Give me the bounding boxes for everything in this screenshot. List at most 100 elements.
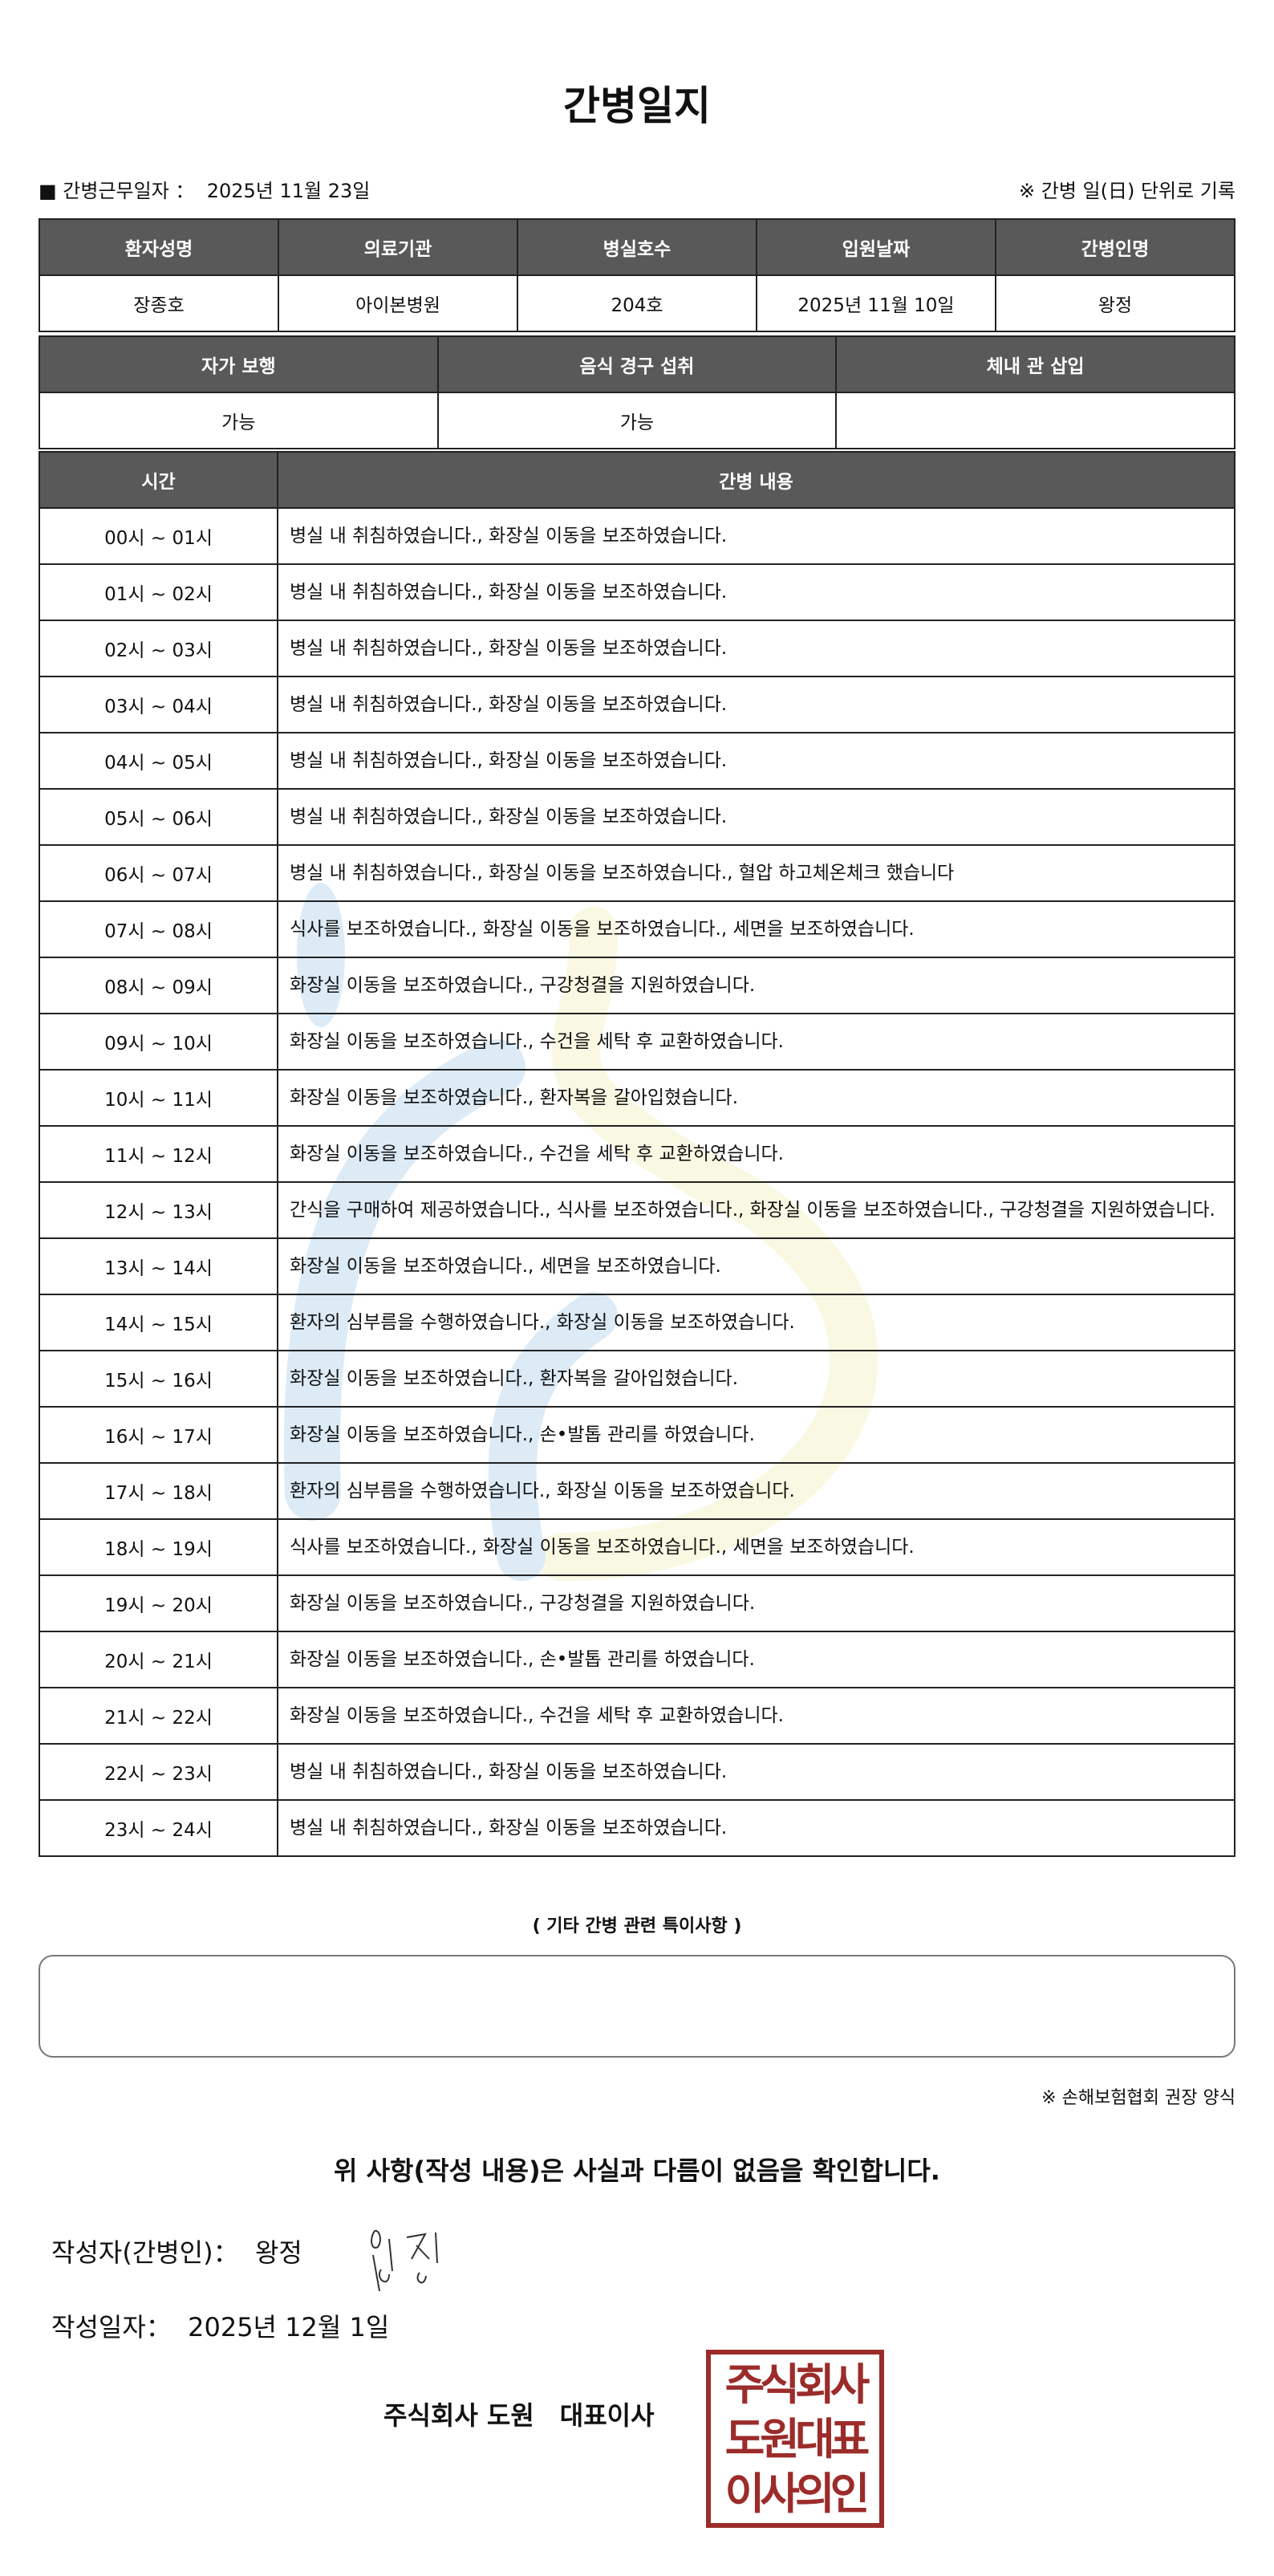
seal-line: 도원대표	[724, 2414, 870, 2464]
oral-intake: 가능	[436, 392, 838, 449]
work-date-label: ■ 간병근무일자 ：	[39, 180, 195, 202]
log-row: 17시 ~ 18시 환자의 심부름을 수행하였습니다., 화장실 이동을 보조하였…	[39, 1462, 1235, 1520]
status-value-row: 가능 가능	[39, 392, 1235, 449]
log-row: 23시 ~ 24시 병실 내 취침하였습니다., 화장실 이동을 보조하였습니다.	[39, 1799, 1235, 1857]
room: 204호	[517, 274, 757, 332]
company-representative: 주식회사 도원 대표이사	[383, 2400, 655, 2431]
log-content: 화장실 이동을 보조하였습니다., 환자복을 갈아입혔습니다.	[277, 1069, 1235, 1127]
log-row: 16시 ~ 17시 화장실 이동을 보조하였습니다., 손•발톱 관리를 하였습니…	[39, 1406, 1235, 1464]
hospital: 아이본병원	[278, 274, 518, 332]
log-content: 병실 내 취침하였습니다., 화장실 이동을 보조하였습니다.	[277, 1743, 1235, 1801]
log-row: 10시 ~ 11시 화장실 이동을 보조하였습니다., 환자복을 갈아입혔습니다.	[39, 1069, 1235, 1127]
log-row: 15시 ~ 16시 화장실 이동을 보조하였습니다., 환자복을 갈아입혔습니다.	[39, 1350, 1235, 1408]
page-title: 간병일지	[563, 83, 711, 129]
header-content: 간병 내용	[277, 451, 1235, 509]
writer: 작성자(간병인)： 왕정	[51, 2233, 302, 2269]
header-room: 병실호수	[517, 218, 757, 276]
log-content: 식사를 보조하였습니다., 화장실 이동을 보조하였습니다., 세면을 보조하였…	[277, 900, 1235, 958]
log-row: 00시 ~ 01시 병실 내 취침하였습니다., 화장실 이동을 보조하였습니다.	[39, 507, 1235, 565]
log-time: 22시 ~ 23시	[39, 1743, 278, 1801]
admission-date: 2025년 11월 10일	[756, 274, 996, 332]
log-time: 07시 ~ 08시	[39, 900, 278, 958]
log-time: 23시 ~ 24시	[39, 1799, 278, 1857]
signature	[371, 2229, 438, 2292]
log-row: 18시 ~ 19시 식사를 보조하였습니다., 화장실 이동을 보조하였습니다.,…	[39, 1518, 1235, 1576]
log-time: 03시 ~ 04시	[39, 676, 278, 733]
patient-name: 장종호	[39, 274, 279, 332]
log-time: 21시 ~ 22시	[39, 1687, 278, 1745]
header-patient-name: 환자성명	[39, 218, 279, 276]
log-row: 14시 ~ 15시 환자의 심부름을 수행하였습니다., 화장실 이동을 보조하였…	[39, 1294, 1235, 1351]
seal-line: 이사의인	[724, 2468, 870, 2519]
log-content: 병실 내 취침하였습니다., 화장실 이동을 보조하였습니다.	[277, 1799, 1235, 1857]
form-note: ※ 손해보험협회 권장 양식	[1041, 2088, 1235, 2108]
header-caregiver: 간병인명	[995, 218, 1235, 276]
log-time: 06시 ~ 07시	[39, 844, 278, 902]
log-content: 병실 내 취침하였습니다., 화장실 이동을 보조하였습니다.	[277, 676, 1235, 733]
write-date-label: 작성일자：	[51, 2312, 172, 2342]
log-content: 병실 내 취침하였습니다., 화장실 이동을 보조하였습니다.	[277, 563, 1235, 621]
log-time: 12시 ~ 13시	[39, 1181, 278, 1239]
log-time: 16시 ~ 17시	[39, 1406, 278, 1464]
log-row: 06시 ~ 07시 병실 내 취침하였습니다., 화장실 이동을 보조하였습니다.…	[39, 844, 1235, 902]
header-hospital: 의료기관	[278, 218, 518, 276]
header-tube: 체내 관 삽입	[835, 335, 1235, 393]
log-row: 20시 ~ 21시 화장실 이동을 보조하였습니다., 손•발톱 관리를 하였습니…	[39, 1631, 1235, 1688]
log-time: 00시 ~ 01시	[39, 507, 278, 565]
log-time: 10시 ~ 11시	[39, 1069, 278, 1127]
log-time: 13시 ~ 14시	[39, 1237, 278, 1295]
log-row: 13시 ~ 14시 화장실 이동을 보조하였습니다., 세면을 보조하였습니다.	[39, 1237, 1235, 1295]
notes-title: ( 기타 간병 관련 특이사항 )	[532, 1916, 742, 1936]
work-date: ■ 간병근무일자 ： 2025년 11월 23일	[39, 175, 370, 203]
log-time: 11시 ~ 12시	[39, 1125, 278, 1183]
log-time: 18시 ~ 19시	[39, 1518, 278, 1576]
tube	[835, 392, 1235, 449]
log-time: 08시 ~ 09시	[39, 957, 278, 1014]
write-date: 작성일자： 2025년 12월 1일	[51, 2307, 389, 2344]
header-admission-date: 입원날짜	[756, 218, 996, 276]
log-content: 병실 내 취침하였습니다., 화장실 이동을 보조하였습니다.	[277, 788, 1235, 846]
log-row: 19시 ~ 20시 화장실 이동을 보조하였습니다., 구강청결을 지원하였습니다…	[39, 1574, 1235, 1632]
status-table: 자가 보행 음식 경구 섭취 체내 관 삽입 가능 가능	[39, 335, 1235, 449]
log-content: 화장실 이동을 보조하였습니다., 환자복을 갈아입혔습니다.	[277, 1350, 1235, 1408]
log-row: 11시 ~ 12시 화장실 이동을 보조하였습니다., 수건을 세탁 후 교환하였…	[39, 1125, 1235, 1183]
log-row: 01시 ~ 02시 병실 내 취침하였습니다., 화장실 이동을 보조하였습니다.	[39, 563, 1235, 621]
writer-label: 작성자(간병인)：	[51, 2237, 239, 2268]
log-content: 화장실 이동을 보조하였습니다., 수건을 세탁 후 교환하였습니다.	[277, 1687, 1235, 1745]
log-content: 화장실 이동을 보조하였습니다., 손•발톱 관리를 하였습니다.	[277, 1631, 1235, 1688]
seal-line: 주식회사	[724, 2359, 870, 2410]
header-time: 시간	[39, 451, 278, 509]
log-row: 07시 ~ 08시 식사를 보조하였습니다., 화장실 이동을 보조하였습니다.,…	[39, 900, 1235, 958]
log-row: 03시 ~ 04시 병실 내 취침하였습니다., 화장실 이동을 보조하였습니다.	[39, 676, 1235, 733]
notes-box	[39, 1955, 1235, 2058]
log-row: 12시 ~ 13시 간식을 구매하여 제공하였습니다., 식사를 보조하였습니다.…	[39, 1181, 1235, 1239]
log-content: 화장실 이동을 보조하였습니다., 구강청결을 지원하였습니다.	[277, 957, 1235, 1014]
log-row: 05시 ~ 06시 병실 내 취침하였습니다., 화장실 이동을 보조하였습니다.	[39, 788, 1235, 846]
work-date-value: 2025년 11월 23일	[206, 180, 371, 202]
log-row: 08시 ~ 09시 화장실 이동을 보조하였습니다., 구강청결을 지원하였습니다…	[39, 957, 1235, 1014]
patient-value-row: 장종호 아이본병원 204호 2025년 11월 10일 왕정	[39, 274, 1235, 332]
log-content: 화장실 이동을 보조하였습니다., 수건을 세탁 후 교환하였습니다.	[277, 1013, 1235, 1071]
log-time: 09시 ~ 10시	[39, 1013, 278, 1071]
log-time: 15시 ~ 16시	[39, 1350, 278, 1408]
log-row: 09시 ~ 10시 화장실 이동을 보조하였습니다., 수건을 세탁 후 교환하였…	[39, 1013, 1235, 1071]
log-content: 화장실 이동을 보조하였습니다., 손•발톱 관리를 하였습니다.	[277, 1406, 1235, 1464]
status-header-row: 자가 보행 음식 경구 섭취 체내 관 삽입	[39, 335, 1235, 393]
log-row: 21시 ~ 22시 화장실 이동을 보조하였습니다., 수건을 세탁 후 교환하였…	[39, 1687, 1235, 1745]
log-time: 04시 ~ 05시	[39, 732, 278, 790]
log-time: 19시 ~ 20시	[39, 1574, 278, 1632]
confirmation-statement: 위 사항(작성 내용)은 사실과 다름이 없음을 확인합니다.	[334, 2155, 940, 2186]
care-log-table: 시간 간병 내용 00시 ~ 01시 병실 내 취침하였습니다., 화장실 이동을…	[39, 451, 1235, 1857]
log-time: 20시 ~ 21시	[39, 1631, 278, 1688]
header-walking: 자가 보행	[39, 335, 439, 393]
log-content: 병실 내 취침하였습니다., 화장실 이동을 보조하였습니다.	[277, 507, 1235, 565]
caregiver-name: 왕정	[995, 274, 1235, 332]
log-content: 화장실 이동을 보조하였습니다., 세면을 보조하였습니다.	[277, 1237, 1235, 1295]
log-row: 22시 ~ 23시 병실 내 취침하였습니다., 화장실 이동을 보조하였습니다.	[39, 1743, 1235, 1801]
log-content: 병실 내 취침하였습니다., 화장실 이동을 보조하였습니다.	[277, 620, 1235, 677]
patient-table: 환자성명 의료기관 병실호수 입원날짜 간병인명 장종호 아이본병원 204호 …	[39, 218, 1235, 332]
company-seal: 주식회사 도원대표 이사의인	[706, 2350, 884, 2528]
log-content: 화장실 이동을 보조하였습니다., 수건을 세탁 후 교환하였습니다.	[277, 1125, 1235, 1183]
log-content: 간식을 구매하여 제공하였습니다., 식사를 보조하였습니다., 화장실 이동을…	[277, 1181, 1235, 1239]
log-time: 01시 ~ 02시	[39, 563, 278, 621]
